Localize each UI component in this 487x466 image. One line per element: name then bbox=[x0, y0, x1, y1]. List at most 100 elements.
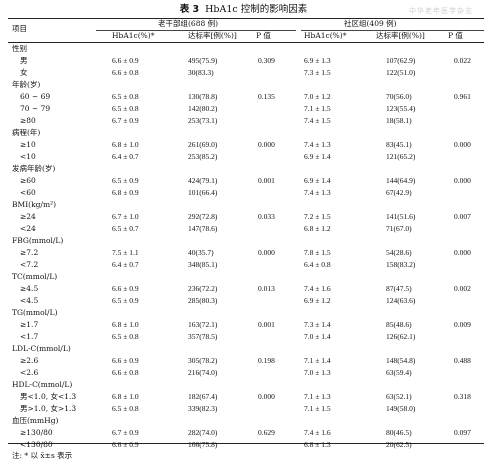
table-cell: 163(72.1) bbox=[188, 320, 218, 329]
table-cell: 40(35.7) bbox=[188, 248, 214, 257]
table-cell: 0.318 bbox=[454, 392, 471, 401]
table-cell: 0.000 bbox=[258, 392, 275, 401]
table-cell: 6.8 ± 1.2 bbox=[304, 224, 331, 233]
row-label: <130/80 bbox=[20, 440, 53, 449]
table-cell: 101(66.4) bbox=[188, 188, 218, 197]
table-cell: 6.8 ± 0.9 bbox=[112, 188, 139, 197]
row-label: ≥24 bbox=[20, 212, 36, 221]
table-cell: 6.6 ± 0.9 bbox=[112, 284, 139, 293]
g2-col-rate: 达标率[例(%)] bbox=[376, 31, 425, 40]
row-label: ≥1.7 bbox=[20, 320, 39, 329]
row-label: 男<1.0, 女<1.3 bbox=[20, 392, 77, 401]
table-cell: 148(54.8) bbox=[386, 356, 416, 365]
row-label: ≥80 bbox=[20, 116, 36, 125]
bottom-rule bbox=[8, 443, 484, 445]
table-cell: 7.4 ± 1.5 bbox=[304, 116, 331, 125]
row-label: <10 bbox=[20, 152, 36, 161]
row-label: ≥2.6 bbox=[20, 356, 39, 365]
table-cell: 121(65.2) bbox=[386, 152, 416, 161]
table-number: 表 3 bbox=[179, 4, 200, 15]
table-cell: 7.3 ± 1.4 bbox=[304, 320, 331, 329]
table-cell: 0.488 bbox=[454, 356, 471, 365]
table-cell: 253(85.2) bbox=[188, 152, 218, 161]
table-cell: 70(56.0) bbox=[386, 92, 412, 101]
table-cell: 7.2 ± 1.5 bbox=[304, 212, 331, 221]
table-cell: 6.7 ± 1.0 bbox=[112, 212, 139, 221]
row-label: 男>1.0, 女>1.3 bbox=[20, 404, 77, 413]
group2-header: 社区组(409 例) bbox=[344, 19, 397, 28]
table-cell: 7.4 ± 1.3 bbox=[304, 140, 331, 149]
table-cell: 18(58.1) bbox=[386, 116, 412, 125]
table-cell: 0.198 bbox=[258, 356, 275, 365]
table-cell: 6.8 ± 1.0 bbox=[112, 320, 139, 329]
table-caption: HbA1c 控制的影响因素 bbox=[205, 4, 308, 15]
table-cell: 20(62.5) bbox=[386, 440, 412, 449]
table-cell: 7.1 ± 1.3 bbox=[304, 392, 331, 401]
table-cell: 236(72.2) bbox=[188, 284, 218, 293]
table-cell: 282(74.0) bbox=[188, 428, 218, 437]
group-label: 性别 bbox=[12, 44, 27, 53]
table-cell: 83(45.1) bbox=[386, 140, 412, 149]
row-label: 70 ~ 79 bbox=[20, 104, 51, 113]
table-cell: 0.013 bbox=[258, 284, 275, 293]
table-cell: 216(74.0) bbox=[188, 368, 218, 377]
table-cell: 6.6 ± 0.9 bbox=[112, 356, 139, 365]
table-cell: 6.9 ± 1.4 bbox=[304, 152, 331, 161]
table-cell: 348(85.1) bbox=[188, 260, 218, 269]
group2-rule bbox=[301, 30, 484, 31]
table-cell: 144(64.9) bbox=[386, 176, 416, 185]
table-cell: 292(72.8) bbox=[188, 212, 218, 221]
table-cell: 63(52.1) bbox=[386, 392, 412, 401]
table-cell: 6.5 ± 0.8 bbox=[112, 404, 139, 413]
g2-col-p: P 值 bbox=[448, 31, 463, 40]
watermark: 中华老年医学杂志 bbox=[409, 7, 473, 15]
row-label: <24 bbox=[20, 224, 36, 233]
group-label: 发病年龄(岁) bbox=[12, 164, 56, 173]
table-cell: 7.3 ± 1.5 bbox=[304, 68, 331, 77]
table-cell: 6.6 ± 0.9 bbox=[112, 56, 139, 65]
table-cell: 6.4 ± 0.7 bbox=[112, 260, 139, 269]
table-cell: 6.6 ± 0.8 bbox=[112, 368, 139, 377]
table-cell: 6.6 ± 0.9 bbox=[112, 440, 139, 449]
table-cell: 147(78.6) bbox=[188, 224, 218, 233]
table-cell: 7.4 ± 1.6 bbox=[304, 428, 331, 437]
table-cell: 0.309 bbox=[258, 56, 275, 65]
table-cell: 0.000 bbox=[454, 140, 471, 149]
table-cell: 149(58.0) bbox=[386, 404, 416, 413]
table-cell: 0.009 bbox=[454, 320, 471, 329]
table-cell: 54(28.6) bbox=[386, 248, 412, 257]
table-cell: 261(69.0) bbox=[188, 140, 218, 149]
table-cell: 142(80.2) bbox=[188, 104, 218, 113]
table-cell: 6.8 ± 1.3 bbox=[304, 440, 331, 449]
table-cell: 6.5 ± 0.9 bbox=[112, 176, 139, 185]
table-cell: 6.5 ± 0.8 bbox=[112, 104, 139, 113]
table-cell: 124(63.6) bbox=[386, 296, 416, 305]
row-label: 60 ~ 69 bbox=[20, 92, 51, 101]
table-cell: 357(78.5) bbox=[188, 332, 218, 341]
table-cell: 123(55.4) bbox=[386, 104, 416, 113]
table-cell: 424(79.1) bbox=[188, 176, 218, 185]
table-cell: 0.629 bbox=[258, 428, 275, 437]
table-cell: 7.0 ± 1.3 bbox=[304, 368, 331, 377]
row-label: ≥4.5 bbox=[20, 284, 39, 293]
table-cell: 0.022 bbox=[454, 56, 471, 65]
table-cell: 126(62.1) bbox=[386, 332, 416, 341]
row-label: <4.5 bbox=[20, 296, 39, 305]
table-cell: 7.1 ± 1.4 bbox=[304, 356, 331, 365]
table-cell: 285(80.3) bbox=[188, 296, 218, 305]
table-cell: 0.961 bbox=[454, 92, 471, 101]
group-label: LDL-C(mmol/L) bbox=[12, 344, 71, 353]
table-cell: 6.7 ± 0.9 bbox=[112, 116, 139, 125]
group-label: 病程(年) bbox=[12, 128, 41, 137]
group-label: FBG(mmol/L) bbox=[12, 236, 64, 245]
table-cell: 67(42.9) bbox=[386, 188, 412, 197]
table-cell: 6.4 ± 0.7 bbox=[112, 152, 139, 161]
table-cell: 7.0 ± 1.2 bbox=[304, 92, 331, 101]
row-label: <1.7 bbox=[20, 332, 39, 341]
table-cell: 80(46.5) bbox=[386, 428, 412, 437]
row-label: <7.2 bbox=[20, 260, 39, 269]
table-cell: 0.007 bbox=[454, 212, 471, 221]
g2-col-hba1c: HbA1c(%)* bbox=[304, 31, 347, 40]
table-cell: 130(78.8) bbox=[188, 92, 218, 101]
table-cell: 7.0 ± 1.4 bbox=[304, 332, 331, 341]
